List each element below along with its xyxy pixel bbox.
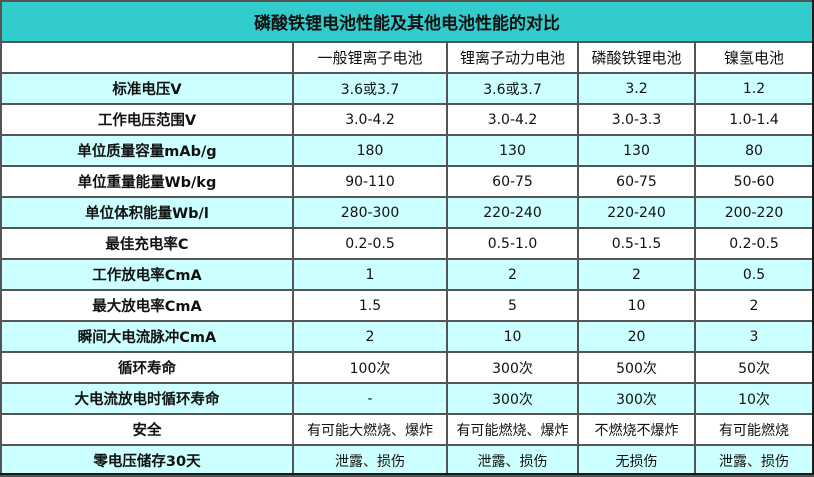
cell-value: 3.6或3.7 (446, 72, 579, 105)
cell-value: 2 (693, 289, 814, 322)
table-row: 标准电压V 3.6或3.7 3.6或3.7 3.2 1.2 (0, 72, 814, 105)
row-label: 单位质量容量mAb/g (0, 134, 294, 167)
row-label: 工作放电率CmA (0, 258, 294, 291)
table-row: 零电压储存30天 泄露、损伤 泄露、损伤 无损伤 泄露、损伤 (0, 444, 814, 477)
header-empty (0, 41, 294, 74)
row-label: 单位体积能量Wb/l (0, 196, 294, 229)
cell-value: 无损伤 (577, 444, 696, 477)
cell-value: 80 (693, 134, 814, 167)
table-row: 循环寿命 100次 300次 500次 50次 (0, 351, 814, 384)
cell-value: 1 (292, 258, 448, 291)
cell-value: 1.0-1.4 (693, 103, 814, 136)
row-label: 最大放电率CmA (0, 289, 294, 322)
cell-value: 200-220 (693, 196, 814, 229)
cell-value: 有可能大燃烧、爆炸 (292, 413, 448, 446)
table-row: 安全 有可能大燃烧、爆炸 有可能燃烧、爆炸 不燃烧不爆炸 有可能燃烧 (0, 413, 814, 446)
cell-value: 50-60 (693, 165, 814, 198)
table-row: 最大放电率CmA 1.5 5 10 2 (0, 289, 814, 322)
table-row: 大电流放电时循环寿命 - 300次 300次 10次 (0, 382, 814, 415)
cell-value: 0.5-1.5 (577, 227, 696, 260)
cell-value: 0.2-0.5 (292, 227, 448, 260)
row-label: 最佳充电率C (0, 227, 294, 260)
header-general-li-ion: 一般锂离子电池 (292, 41, 448, 74)
cell-value: 130 (446, 134, 579, 167)
cell-value: 泄露、损伤 (292, 444, 448, 477)
title-row: 磷酸铁锂电池性能及其他电池性能的对比 (0, 0, 814, 43)
cell-value: 100次 (292, 351, 448, 384)
cell-value: 3.0-4.2 (292, 103, 448, 136)
cell-value: 0.5 (693, 258, 814, 291)
cell-value: 1.5 (292, 289, 448, 322)
header-lifepo4: 磷酸铁锂电池 (577, 41, 696, 74)
table-title: 磷酸铁锂电池性能及其他电池性能的对比 (0, 0, 814, 43)
cell-value: 0.2-0.5 (693, 227, 814, 260)
cell-value: 220-240 (577, 196, 696, 229)
row-label: 循环寿命 (0, 351, 294, 384)
table-row: 单位体积能量Wb/l 280-300 220-240 220-240 200-2… (0, 196, 814, 229)
cell-value: 2 (446, 258, 579, 291)
cell-value: 10 (577, 289, 696, 322)
cell-value: 280-300 (292, 196, 448, 229)
cell-value: 500次 (577, 351, 696, 384)
cell-value: 有可能燃烧 (693, 413, 814, 446)
table-row: 工作放电率CmA 1 2 2 0.5 (0, 258, 814, 291)
row-label: 大电流放电时循环寿命 (0, 382, 294, 415)
cell-value: 10 (446, 320, 579, 353)
cell-value: 3.0-4.2 (446, 103, 579, 136)
cell-value: 130 (577, 134, 696, 167)
cell-value: 不燃烧不爆炸 (577, 413, 696, 446)
header-li-ion-power: 锂离子动力电池 (446, 41, 579, 74)
cell-value: 90-110 (292, 165, 448, 198)
cell-value: 有可能燃烧、爆炸 (446, 413, 579, 446)
cell-value: 3.6或3.7 (292, 72, 448, 105)
table-row: 单位质量容量mAb/g 180 130 130 80 (0, 134, 814, 167)
table-row: 工作电压范围V 3.0-4.2 3.0-4.2 3.0-3.3 1.0-1.4 (0, 103, 814, 136)
cell-value: 60-75 (577, 165, 696, 198)
cell-value: 3.2 (577, 72, 696, 105)
cell-value: 3 (693, 320, 814, 353)
row-label: 标准电压V (0, 72, 294, 105)
row-label: 工作电压范围V (0, 103, 294, 136)
cell-value: 5 (446, 289, 579, 322)
row-label: 单位重量能量Wb/kg (0, 165, 294, 198)
cell-value: 2 (577, 258, 696, 291)
cell-value: - (292, 382, 448, 415)
cell-value: 0.5-1.0 (446, 227, 579, 260)
table-row: 最佳充电率C 0.2-0.5 0.5-1.0 0.5-1.5 0.2-0.5 (0, 227, 814, 260)
cell-value: 1.2 (693, 72, 814, 105)
cell-value: 泄露、损伤 (693, 444, 814, 477)
cell-value: 3.0-3.3 (577, 103, 696, 136)
table-row: 瞬间大电流脉冲CmA 2 10 20 3 (0, 320, 814, 353)
cell-value: 300次 (577, 382, 696, 415)
row-label: 安全 (0, 413, 294, 446)
cell-value: 300次 (446, 382, 579, 415)
cell-value: 180 (292, 134, 448, 167)
cell-value: 10次 (693, 382, 814, 415)
row-label: 瞬间大电流脉冲CmA (0, 320, 294, 353)
cell-value: 220-240 (446, 196, 579, 229)
cell-value: 300次 (446, 351, 579, 384)
cell-value: 20 (577, 320, 696, 353)
row-label: 零电压储存30天 (0, 444, 294, 477)
header-row: 一般锂离子电池 锂离子动力电池 磷酸铁锂电池 镍氢电池 (0, 41, 814, 74)
table-row: 单位重量能量Wb/kg 90-110 60-75 60-75 50-60 (0, 165, 814, 198)
cell-value: 50次 (693, 351, 814, 384)
cell-value: 60-75 (446, 165, 579, 198)
cell-value: 2 (292, 320, 448, 353)
